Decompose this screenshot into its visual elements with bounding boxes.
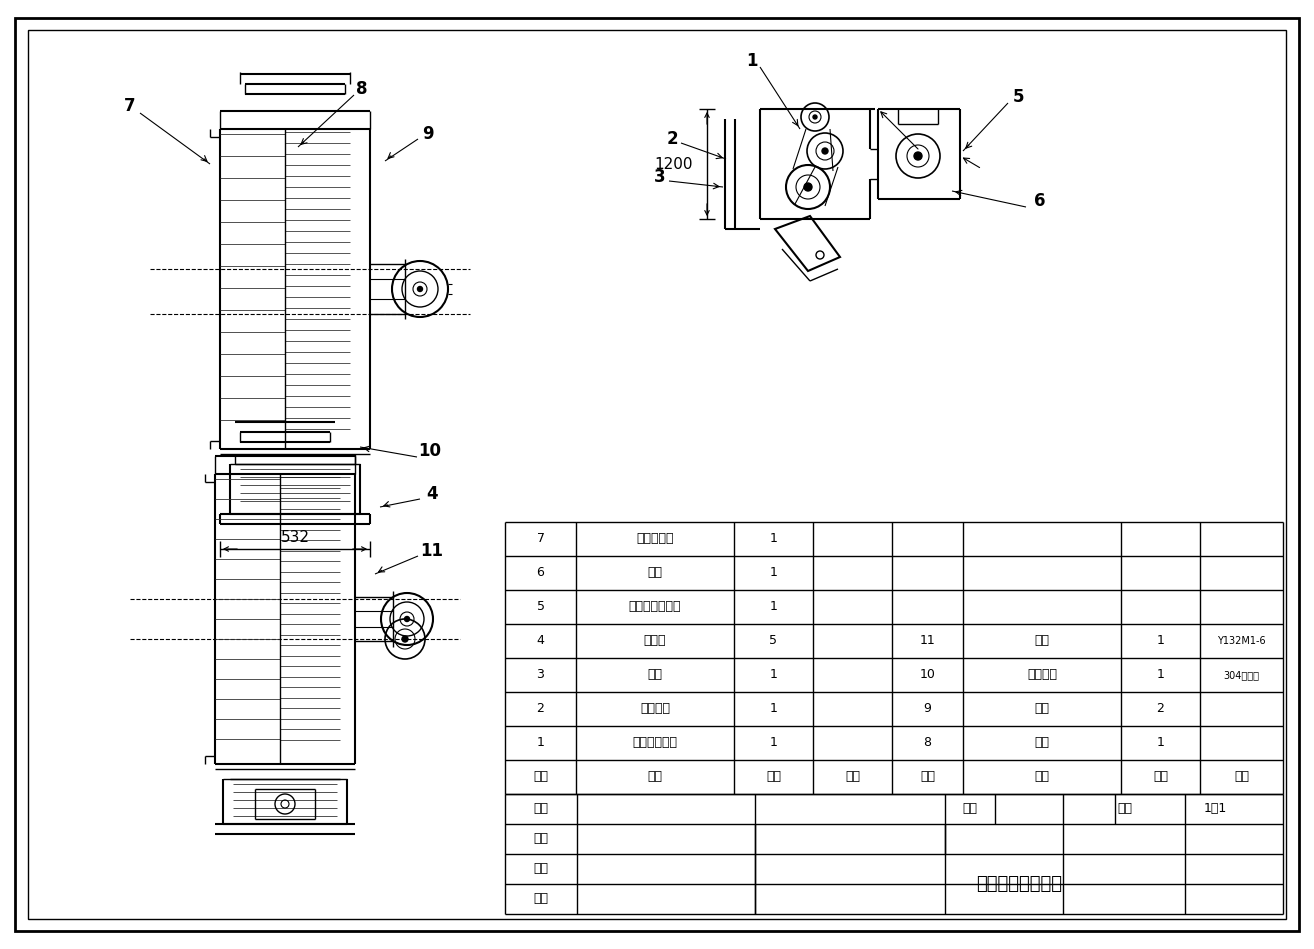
Text: 喂料口钣金件: 喂料口钣金件 — [632, 736, 678, 750]
Text: 10: 10 — [418, 442, 442, 460]
Text: 5: 5 — [536, 601, 544, 613]
Text: 532: 532 — [280, 530, 310, 545]
Text: 序号: 序号 — [533, 771, 548, 784]
Text: 2: 2 — [1156, 702, 1164, 716]
Circle shape — [402, 636, 409, 642]
Text: 重量: 重量 — [962, 803, 978, 815]
Text: 皮带: 皮带 — [1034, 702, 1050, 716]
Text: 分离滚筒: 分离滚筒 — [1028, 668, 1056, 681]
Text: 数量: 数量 — [766, 771, 781, 784]
Text: 1: 1 — [770, 601, 778, 613]
Text: 骨架: 骨架 — [648, 567, 662, 580]
Text: 7: 7 — [536, 532, 544, 546]
Text: 1：1: 1：1 — [1204, 803, 1227, 815]
Circle shape — [823, 148, 828, 154]
Text: 1: 1 — [1156, 736, 1164, 750]
Text: 10: 10 — [920, 668, 936, 681]
Text: 2: 2 — [536, 702, 544, 716]
Text: 11: 11 — [420, 542, 444, 560]
Text: 数量: 数量 — [1152, 771, 1168, 784]
Text: 2: 2 — [666, 130, 678, 148]
Text: 备注: 备注 — [1234, 771, 1250, 784]
Text: 审核: 审核 — [533, 863, 548, 876]
Text: 分离齿辊轮: 分离齿辊轮 — [636, 532, 674, 546]
Text: 备注: 备注 — [845, 771, 859, 784]
Text: 1200: 1200 — [654, 157, 692, 172]
Text: 电机: 电机 — [1034, 635, 1050, 647]
Text: 3: 3 — [654, 168, 666, 186]
Circle shape — [418, 287, 423, 291]
Text: 1: 1 — [770, 668, 778, 681]
Text: 5: 5 — [770, 635, 778, 647]
Text: 1: 1 — [770, 736, 778, 750]
Text: 设计: 设计 — [533, 803, 548, 815]
Text: 7: 7 — [125, 97, 135, 115]
Text: 皮带轮: 皮带轮 — [644, 635, 666, 647]
Text: 校对: 校对 — [533, 832, 548, 846]
Text: 喂料口（上槽）: 喂料口（上槽） — [629, 601, 681, 613]
Text: 名称: 名称 — [1034, 771, 1050, 784]
Text: 比例: 比例 — [1117, 803, 1133, 815]
Text: 6: 6 — [536, 567, 544, 580]
Text: 毛刷滚筒: 毛刷滚筒 — [640, 702, 670, 716]
Circle shape — [915, 152, 922, 160]
Text: Y132M1-6: Y132M1-6 — [1217, 636, 1265, 646]
Text: 1: 1 — [746, 52, 758, 70]
Text: 8: 8 — [924, 736, 932, 750]
Text: 6: 6 — [1034, 192, 1046, 210]
Text: 1: 1 — [770, 702, 778, 716]
Text: 5: 5 — [1012, 88, 1024, 106]
Text: 1: 1 — [770, 567, 778, 580]
Text: 8: 8 — [356, 80, 368, 98]
Circle shape — [804, 183, 812, 191]
Text: 风机: 风机 — [648, 668, 662, 681]
Text: 1: 1 — [1156, 635, 1164, 647]
Text: 名称: 名称 — [648, 771, 662, 784]
Text: 把手: 把手 — [1034, 736, 1050, 750]
Text: 3: 3 — [536, 668, 544, 681]
Text: 1: 1 — [1156, 668, 1164, 681]
Text: 4: 4 — [536, 635, 544, 647]
Text: 11: 11 — [920, 635, 936, 647]
Text: 棉籽分离机总装图: 棉籽分离机总装图 — [976, 875, 1062, 893]
Text: 1: 1 — [770, 532, 778, 546]
Text: 会签: 会签 — [533, 892, 548, 905]
Text: 9: 9 — [924, 702, 932, 716]
Text: 9: 9 — [422, 125, 434, 143]
Text: 序号: 序号 — [920, 771, 936, 784]
Circle shape — [405, 617, 410, 622]
Text: 4: 4 — [426, 485, 438, 503]
Circle shape — [813, 115, 817, 119]
Text: 1: 1 — [536, 736, 544, 750]
Text: 304不锈钢: 304不锈钢 — [1223, 670, 1260, 680]
